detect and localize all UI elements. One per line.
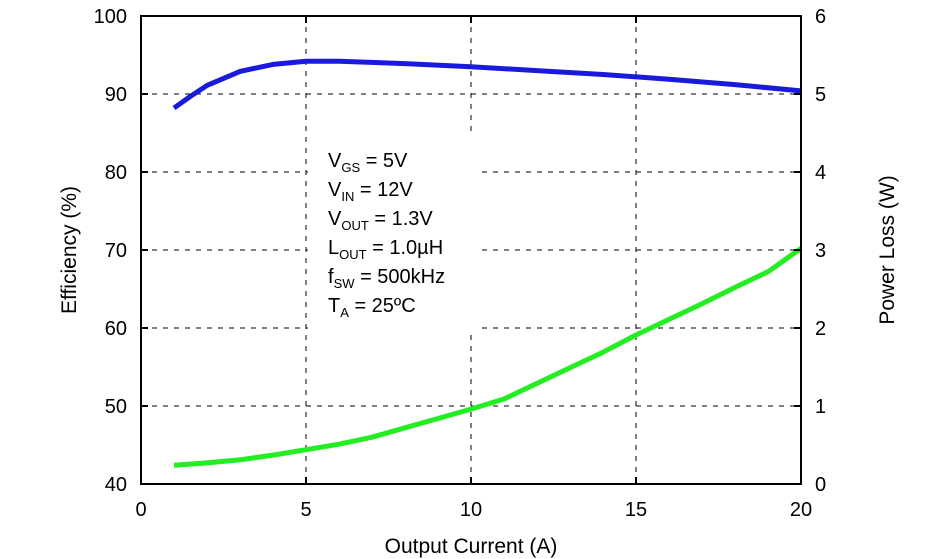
y-tick-label: 70 <box>105 240 127 262</box>
x-axis-label: Output Current (A) <box>385 535 558 558</box>
y2-tick-label: 1 <box>815 396 826 418</box>
y-axis-label: Efficiency (%) <box>58 186 81 314</box>
annotation-line: VGS = 5V <box>328 150 408 175</box>
y2-axis-label: Power Loss (W) <box>876 175 899 324</box>
annotation-line: LOUT = 1.0µH <box>328 237 443 262</box>
y2-tick-label: 2 <box>815 318 826 340</box>
annotation-background <box>308 132 480 330</box>
x-tick-label: 0 <box>135 499 146 521</box>
y-tick-label: 90 <box>105 84 127 106</box>
x-tick-label: 15 <box>625 499 647 521</box>
y-tick-label: 50 <box>105 396 127 418</box>
y-tick-label: 80 <box>105 162 127 184</box>
annotation-line: VOUT = 1.3V <box>328 208 433 233</box>
x-tick-label: 10 <box>460 499 482 521</box>
series-line-efficiency <box>172 58 802 111</box>
x-tick-label: 5 <box>300 499 311 521</box>
y2-tick-label: 0 <box>815 474 826 496</box>
series-layer <box>172 58 803 468</box>
series-line-power-loss <box>173 246 803 468</box>
tick-layer: 0 5 10 15 20 40 50 60 70 80 90 100 0 1 2 3 4 5 6 <box>94 6 827 521</box>
y-tick-label: 40 <box>105 474 127 496</box>
y2-tick-label: 3 <box>815 240 826 262</box>
x-tick-label: 20 <box>790 499 812 521</box>
annotation-block: VGS = 5V VIN = 12V VOUT = 1.3V LOUT = 1.0µH… <box>328 150 445 320</box>
y2-tick-label: 6 <box>815 6 826 28</box>
annotation-line: VIN = 12V <box>328 179 413 204</box>
annotation-line: TA = 25ºC <box>328 295 416 320</box>
y2-tick-label: 4 <box>815 162 826 184</box>
y2-tick-label: 5 <box>815 84 826 106</box>
y-tick-label: 60 <box>105 318 127 340</box>
annotation-line: fSW = 500kHz <box>328 266 445 291</box>
y-tick-label: 100 <box>94 6 127 28</box>
